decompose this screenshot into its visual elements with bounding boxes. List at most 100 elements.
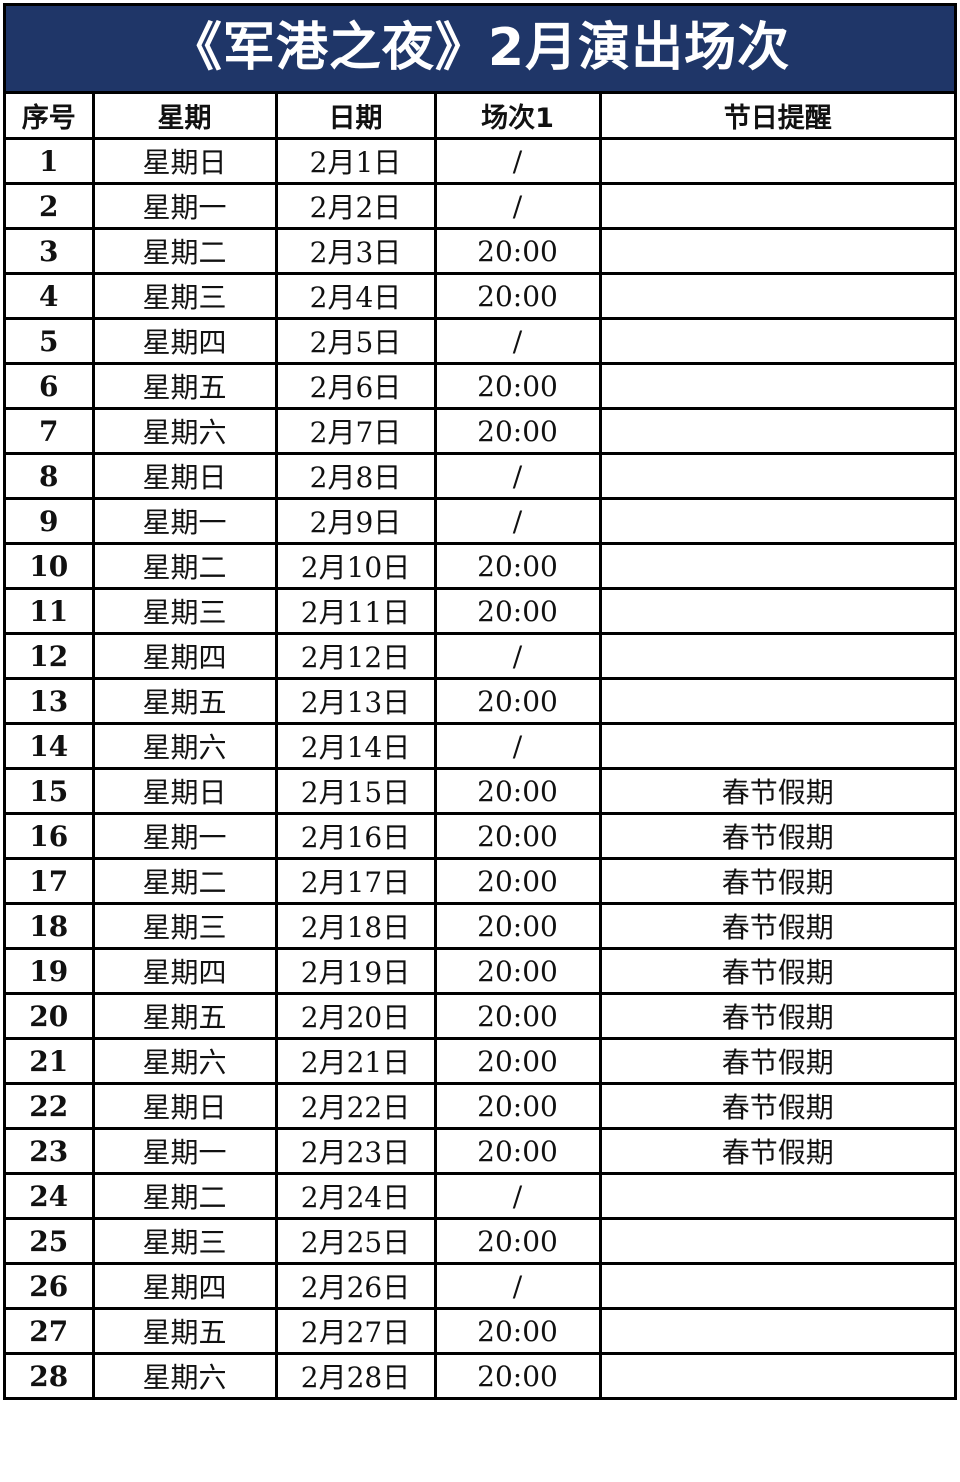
cell-weekday: 星期日 (91, 138, 278, 185)
table-row: 16 星期一 2月16日 20:00 春节假期 (6, 812, 954, 860)
table-row: 14 星期六 2月14日 / (6, 722, 954, 770)
cell-show-time: / (433, 1172, 602, 1220)
cell-date: 2月27日 (274, 1307, 437, 1355)
cell-index: 25 (6, 1217, 95, 1265)
cell-index: 4 (6, 272, 95, 320)
cell-show-time: 20:00 (433, 677, 602, 725)
cell-show-time: 20:00 (433, 1217, 602, 1265)
cell-holiday (598, 138, 954, 185)
cell-date: 2月14日 (274, 722, 437, 770)
cell-show-time: 20:00 (433, 1127, 602, 1175)
cell-date: 2月24日 (274, 1172, 437, 1220)
cell-weekday: 星期六 (91, 407, 278, 455)
cell-index: 18 (6, 902, 95, 950)
cell-index: 14 (6, 722, 95, 770)
cell-index: 5 (6, 317, 95, 365)
cell-holiday (598, 542, 954, 590)
cell-index: 8 (6, 452, 95, 500)
cell-weekday: 星期六 (91, 722, 278, 770)
cell-weekday: 星期一 (91, 812, 278, 860)
cell-date: 2月13日 (274, 677, 437, 725)
cell-index: 2 (6, 182, 95, 230)
cell-holiday: 春节假期 (598, 1127, 954, 1175)
cell-weekday: 星期三 (91, 587, 278, 635)
cell-show-time: / (433, 722, 602, 770)
cell-show-time: / (433, 317, 602, 365)
cell-show-time: 20:00 (433, 587, 602, 635)
schedule-sheet: 《军港之夜》2月演出场次 序号 星期 日期 场次1 节日提醒 1 星期日 2月1日 /… (3, 3, 957, 1400)
cell-holiday (598, 1217, 954, 1265)
header-holiday: 节日提醒 (598, 94, 954, 140)
cell-date: 2月12日 (274, 632, 437, 680)
cell-index: 17 (6, 857, 95, 905)
table-row: 20 星期五 2月20日 20:00 春节假期 (6, 992, 954, 1040)
cell-show-time: 20:00 (433, 1082, 602, 1130)
cell-holiday (598, 1172, 954, 1220)
cell-date: 2月21日 (274, 1037, 437, 1085)
cell-index: 3 (6, 227, 95, 275)
cell-date: 2月1日 (274, 138, 437, 185)
cell-holiday: 春节假期 (598, 767, 954, 815)
cell-weekday: 星期四 (91, 1262, 278, 1310)
cell-weekday: 星期四 (91, 317, 278, 365)
cell-show-time: 20:00 (433, 227, 602, 275)
cell-show-time: 20:00 (433, 902, 602, 950)
cell-date: 2月11日 (274, 587, 437, 635)
cell-show-time: / (433, 497, 602, 545)
cell-show-time: 20:00 (433, 947, 602, 995)
sheet-title: 《军港之夜》2月演出场次 (6, 6, 954, 94)
cell-index: 27 (6, 1307, 95, 1355)
table-row: 3 星期二 2月3日 20:00 (6, 227, 954, 275)
cell-index: 7 (6, 407, 95, 455)
cell-show-time: / (433, 632, 602, 680)
table-row: 5 星期四 2月5日 / (6, 317, 954, 365)
cell-holiday (598, 722, 954, 770)
header-show: 场次1 (433, 94, 602, 140)
cell-weekday: 星期二 (91, 227, 278, 275)
cell-show-time: 20:00 (433, 1352, 602, 1397)
cell-show-time: / (433, 452, 602, 500)
cell-holiday (598, 677, 954, 725)
cell-index: 23 (6, 1127, 95, 1175)
cell-show-time: 20:00 (433, 1307, 602, 1355)
table-row: 25 星期三 2月25日 20:00 (6, 1217, 954, 1265)
cell-holiday: 春节假期 (598, 812, 954, 860)
cell-weekday: 星期日 (91, 452, 278, 500)
table-row: 1 星期日 2月1日 / (6, 138, 954, 185)
cell-index: 13 (6, 677, 95, 725)
cell-weekday: 星期四 (91, 632, 278, 680)
table-row: 18 星期三 2月18日 20:00 春节假期 (6, 902, 954, 950)
cell-index: 24 (6, 1172, 95, 1220)
cell-show-time: 20:00 (433, 362, 602, 410)
table-row: 19 星期四 2月19日 20:00 春节假期 (6, 947, 954, 995)
cell-index: 26 (6, 1262, 95, 1310)
cell-weekday: 星期三 (91, 272, 278, 320)
cell-holiday (598, 407, 954, 455)
cell-index: 6 (6, 362, 95, 410)
cell-index: 15 (6, 767, 95, 815)
cell-weekday: 星期六 (91, 1037, 278, 1085)
cell-weekday: 星期日 (91, 1082, 278, 1130)
table-row: 8 星期日 2月8日 / (6, 452, 954, 500)
table-row: 17 星期二 2月17日 20:00 春节假期 (6, 857, 954, 905)
table-row: 2 星期一 2月2日 / (6, 182, 954, 230)
cell-weekday: 星期一 (91, 497, 278, 545)
cell-holiday (598, 272, 954, 320)
table-row: 24 星期二 2月24日 / (6, 1172, 954, 1220)
cell-weekday: 星期二 (91, 857, 278, 905)
cell-weekday: 星期五 (91, 992, 278, 1040)
cell-show-time: / (433, 138, 602, 185)
cell-holiday: 春节假期 (598, 1037, 954, 1085)
cell-index: 1 (6, 138, 95, 185)
table-row: 11 星期三 2月11日 20:00 (6, 587, 954, 635)
cell-weekday: 星期二 (91, 1172, 278, 1220)
cell-show-time: 20:00 (433, 767, 602, 815)
cell-index: 20 (6, 992, 95, 1040)
table-row: 13 星期五 2月13日 20:00 (6, 677, 954, 725)
cell-date: 2月7日 (274, 407, 437, 455)
cell-holiday (598, 1262, 954, 1310)
cell-show-time: / (433, 1262, 602, 1310)
cell-date: 2月9日 (274, 497, 437, 545)
cell-show-time: / (433, 182, 602, 230)
cell-holiday (598, 1352, 954, 1397)
